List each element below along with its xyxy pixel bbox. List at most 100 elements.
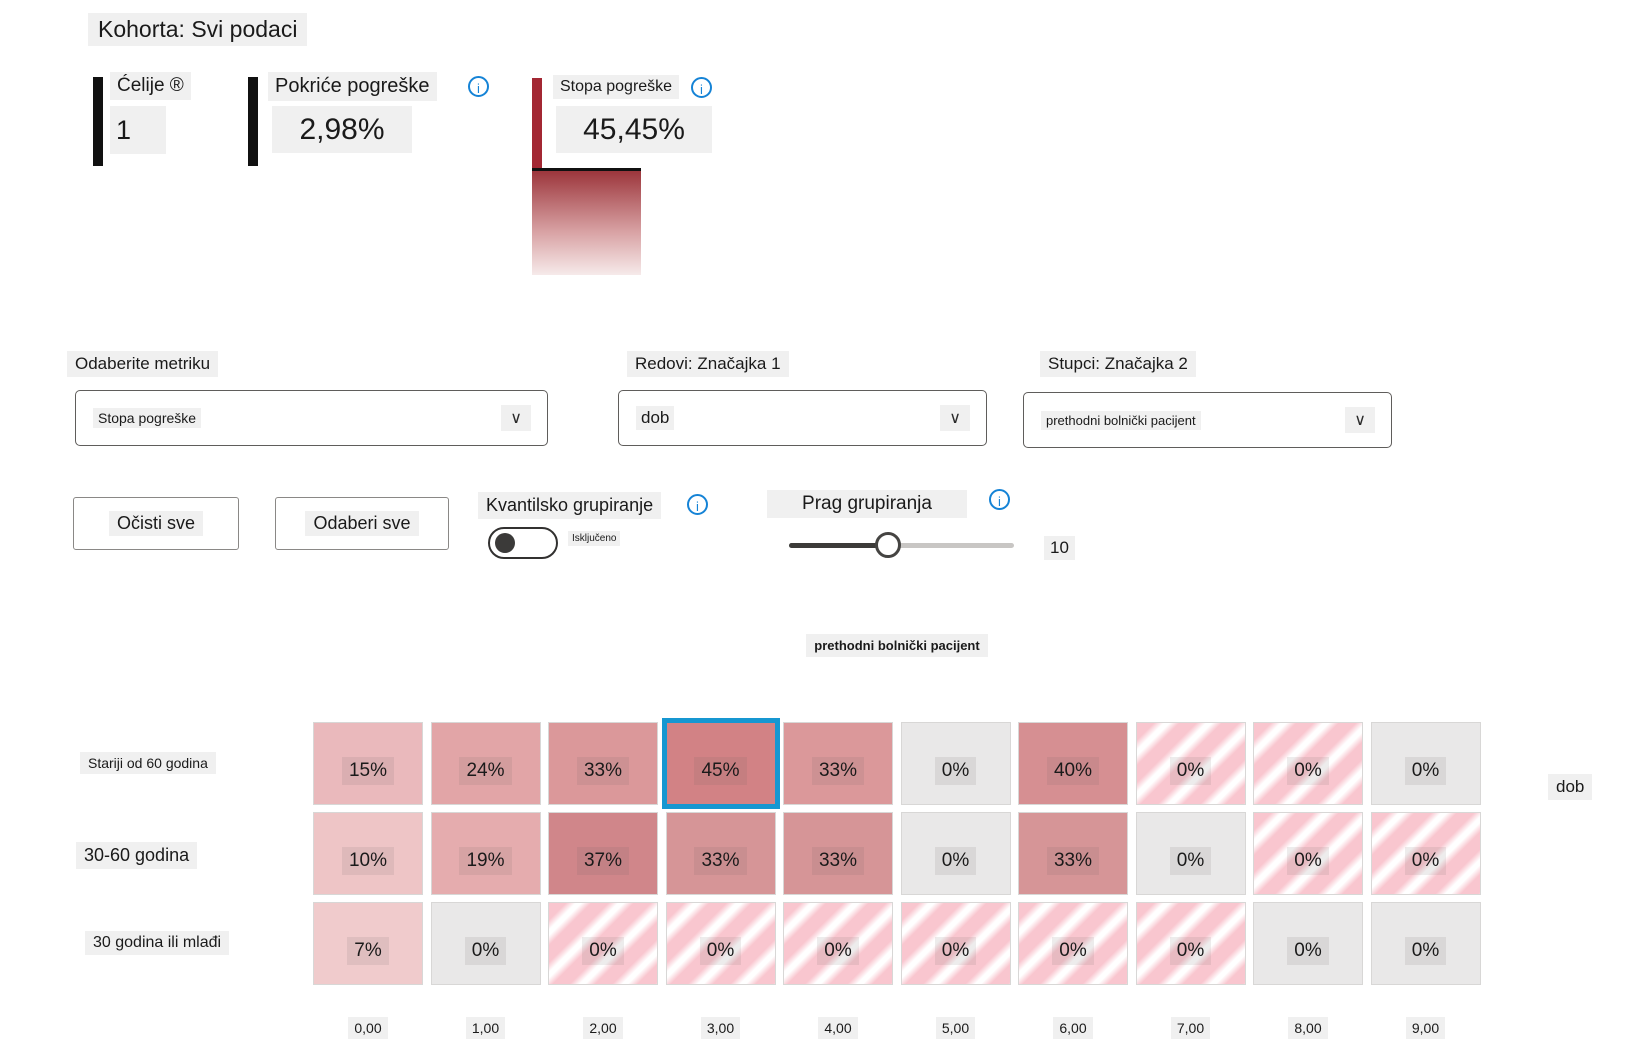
heatmap-col-label: 4,00 [783,1017,893,1039]
coverage-info-icon[interactable]: i [468,76,489,97]
heatmap-cell-value: 0% [1287,846,1329,875]
heatmap-cell[interactable]: 45% [661,718,780,809]
heatmap-cell[interactable]: 19% [430,812,541,895]
heatmap-cell[interactable]: 40% [1018,722,1128,805]
rate-info-icon[interactable]: i [691,77,712,98]
cells-stat-label: Ćelije ® [110,72,191,100]
rows-feature-dropdown[interactable]: dob ∨ [618,390,987,446]
heatmap-cell[interactable]: 0% [1370,722,1481,805]
heatmap-cell-value: 7% [347,936,389,965]
heatmap-cell-value: 0% [934,936,977,965]
heatmap-col-label: 0,00 [313,1017,423,1039]
rate-stat-bar [532,78,542,168]
heatmap-cell[interactable]: 33% [1018,812,1128,895]
heatmap-cell-value: 0% [1404,936,1447,965]
heatmap-cell[interactable]: 33% [783,812,893,895]
cols-feature-dropdown[interactable]: prethodni bolnički pacijent ∨ [1023,392,1392,448]
rate-stat-value: 45,45% [556,106,712,153]
heatmap-cell[interactable]: 37% [548,812,658,895]
cells-stat-bar [93,77,103,166]
coverage-stat-value: 2,98% [272,106,412,153]
heatmap-cell[interactable]: 0% [900,722,1011,805]
cells-stat-value: 1 [110,106,166,154]
quantile-binning-toggle[interactable] [488,527,558,559]
heatmap-cell[interactable]: 0% [548,902,658,985]
heatmap-cell-value: 10% [341,846,395,875]
heatmap-cell-value: 0% [464,936,507,965]
heatmap-cell[interactable]: 0% [1253,722,1363,805]
threshold-slider-track[interactable] [789,543,1014,548]
cols-feature-label: Stupci: Značajka 2 [1040,351,1196,377]
chevron-down-icon[interactable]: ∨ [940,405,970,431]
metric-dropdown[interactable]: Stopa pogreške ∨ [75,390,548,446]
heatmap-cell-value: 0% [699,936,742,965]
heatmap-cell[interactable]: 33% [783,722,893,805]
heatmap-cell-value: 0% [1404,756,1447,785]
select-all-button[interactable]: Odaberi sve [275,497,449,550]
threshold-slider-fill [789,543,888,548]
threshold-slider-thumb[interactable] [875,532,901,558]
heatmap-cell[interactable]: 10% [313,812,423,895]
heatmap-col-label: 6,00 [1018,1017,1128,1039]
cohort-title: Kohorta: Svi podaci [88,13,308,46]
heatmap-cell-value: 0% [1169,756,1212,785]
heatmap-cell-value: 0% [934,846,977,875]
heatmap-cell[interactable]: 0% [1135,902,1246,985]
heatmap-cell[interactable]: 24% [430,722,541,805]
heatmap-cell[interactable]: 15% [313,722,423,805]
heatmap-cell-value: 33% [694,846,747,875]
heatmap-cell-value: 0% [1287,936,1329,965]
heatmap-cell[interactable]: 0% [1253,902,1363,985]
heatmap-row-label: 30 godina ili mlađi [85,931,230,955]
heatmap-col-labels: 0,00 1,00 2,00 3,00 4,00 5,00 6,00 7,00 8,00 9,00 [313,1017,1481,1039]
heatmap-cell[interactable]: 33% [548,722,658,805]
coverage-stat-label: Pokriće pogreške [268,72,437,101]
heatmap-cell[interactable]: 0% [430,902,541,985]
heatmap-cell-value: 33% [1046,846,1100,875]
clear-all-button-label: Očisti sve [108,511,203,536]
heatmap-cell[interactable]: 0% [1018,902,1128,985]
heatmap-cell[interactable]: 0% [1370,902,1481,985]
binning-threshold-info-icon[interactable]: i [989,489,1010,510]
heatmap-cell-value: 0% [1404,846,1447,875]
heatmap-cell-value: 0% [1287,756,1329,785]
heatmap-cell-value: 33% [576,756,630,785]
heatmap-cell[interactable]: 7% [313,902,423,985]
clear-all-button[interactable]: Očisti sve [73,497,239,550]
heatmap-cell-value: 0% [817,936,859,965]
heatmap-row-label: 30-60 godina [76,842,198,869]
quantile-binning-label: Kvantilsko grupiranje [478,492,662,519]
cols-feature-dropdown-value: prethodni bolnički pacijent [1041,410,1201,430]
heatmap-cell[interactable]: 0% [900,812,1011,895]
chevron-down-icon[interactable]: ∨ [1345,407,1375,433]
heatmap-cell[interactable]: 33% [665,812,776,895]
rows-feature-label: Redovi: Značajka 1 [627,351,789,377]
threshold-slider-value: 10 [1044,536,1075,560]
quantile-binning-info-icon[interactable]: i [687,494,708,515]
rate-scale-top-line [532,168,641,171]
heatmap-cell[interactable]: 0% [665,902,776,985]
rows-feature-dropdown-value: dob [636,406,675,430]
coverage-stat-bar [248,77,258,166]
chevron-down-icon[interactable]: ∨ [501,405,531,431]
heatmap-cell-value: 0% [1052,936,1094,965]
heatmap-cell[interactable]: 0% [1253,812,1363,895]
heatmap-cell[interactable]: 0% [900,902,1011,985]
heatmap-cell-value: 33% [811,756,865,785]
rate-stat-label: Stopa pogreške [553,75,680,99]
heatmap-cell-value: 33% [811,846,865,875]
heatmap-cell[interactable]: 0% [1370,812,1481,895]
heatmap-cell-value: 0% [1169,936,1212,965]
heatmap-col-label: 2,00 [548,1017,658,1039]
heatmap-col-label: 8,00 [1253,1017,1363,1039]
heatmap-col-label: 1,00 [431,1017,541,1039]
heatmap-cell[interactable]: 0% [783,902,893,985]
heatmap-cell-value: 24% [459,756,512,785]
heatmap-cell[interactable]: 0% [1135,812,1246,895]
heatmap-cell[interactable]: 0% [1135,722,1246,805]
heatmap-cell-value: 19% [459,846,512,875]
toggle-knob [495,533,515,553]
heatmap-cell-value: 0% [934,756,977,785]
metric-select-label: Odaberite metriku [67,351,219,377]
